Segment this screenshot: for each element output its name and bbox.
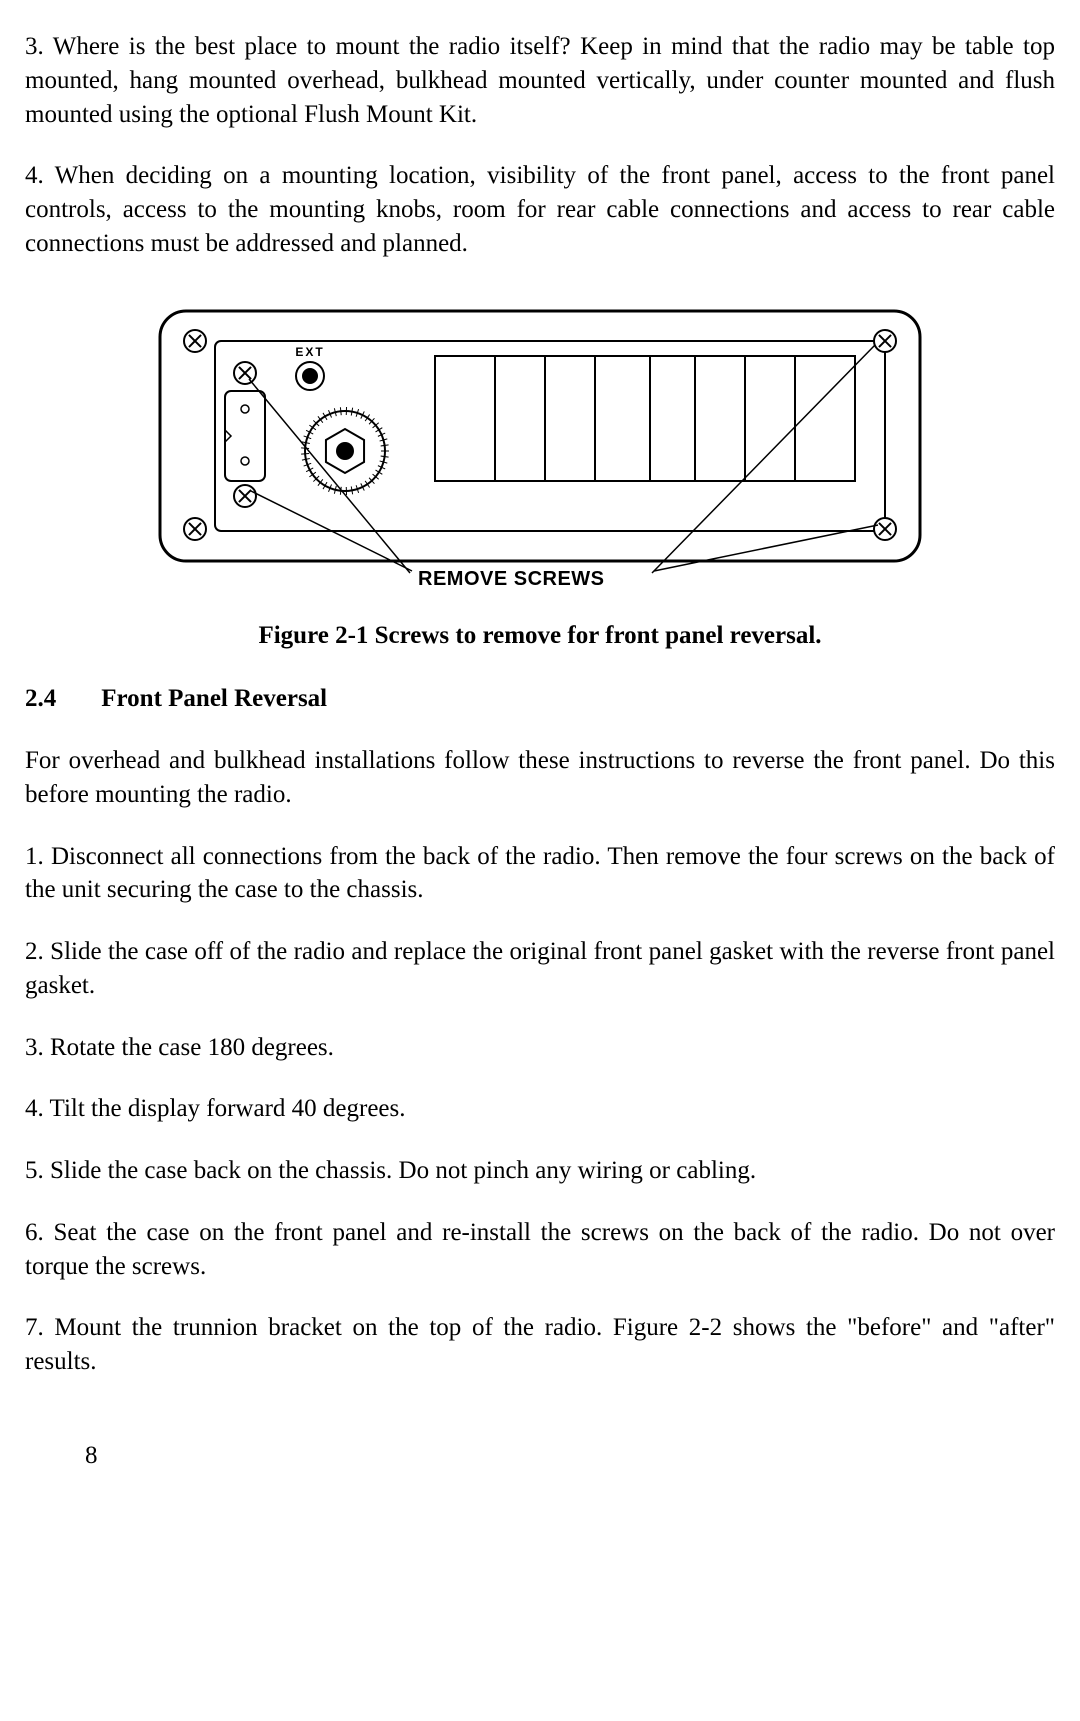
step-1: 1. Disconnect all connections from the b… (25, 840, 1055, 908)
step-2: 2. Slide the case off of the radio and r… (25, 935, 1055, 1003)
step-5: 5. Slide the case back on the chassis. D… (25, 1154, 1055, 1188)
page-number: 8 (25, 1439, 1055, 1473)
rear-panel-diagram: EXT REMOVE SCREWS (140, 301, 940, 601)
paragraph-4: 4. When deciding on a mounting location,… (25, 159, 1055, 260)
section-heading: 2.4 Front Panel Reversal (25, 682, 1055, 716)
step-3: 3. Rotate the case 180 degrees. (25, 1031, 1055, 1065)
svg-text:REMOVE SCREWS: REMOVE SCREWS (418, 568, 605, 590)
svg-text:EXT: EXT (295, 345, 324, 359)
paragraph-3: 3. Where is the best place to mount the … (25, 30, 1055, 131)
step-4: 4. Tilt the display forward 40 degrees. (25, 1092, 1055, 1126)
section-intro: For overhead and bulkhead installations … (25, 744, 1055, 812)
section-number: 2.4 (25, 682, 95, 716)
section-title: Front Panel Reversal (101, 685, 327, 712)
figure-2-1: EXT REMOVE SCREWS (25, 301, 1055, 601)
step-6: 6. Seat the case on the front panel and … (25, 1216, 1055, 1284)
step-7: 7. Mount the trunnion bracket on the top… (25, 1311, 1055, 1379)
figure-caption: Figure 2-1 Screws to remove for front pa… (25, 619, 1055, 653)
